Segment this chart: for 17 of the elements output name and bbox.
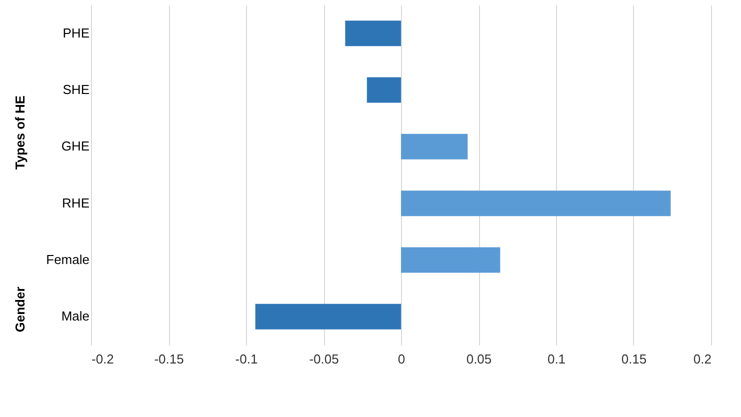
x-tick-label: -0.15 <box>154 352 184 366</box>
y-tick-label: GHE <box>61 138 90 154</box>
y-tick-label: RHE <box>62 195 90 210</box>
x-tick-label: 0.2 <box>693 352 712 366</box>
text: Types of HE <box>12 95 28 170</box>
y-tick-label: Male <box>61 308 90 324</box>
x-tick-label: 0.15 <box>621 352 647 366</box>
y-tick-label: PHE <box>62 25 90 40</box>
x-tick-label: -0.1 <box>235 352 258 366</box>
text: Gender <box>12 287 28 333</box>
x-tick-label: 0 <box>398 352 406 366</box>
x-tick-label: 0.05 <box>466 352 492 366</box>
x-tick-label: -0.2 <box>92 352 114 366</box>
y-tick-label: SHE <box>62 82 90 97</box>
y-tick-label: Female <box>46 252 90 267</box>
x-tick-label: 0.1 <box>547 352 566 366</box>
x-tick-label: -0.05 <box>309 352 339 366</box>
